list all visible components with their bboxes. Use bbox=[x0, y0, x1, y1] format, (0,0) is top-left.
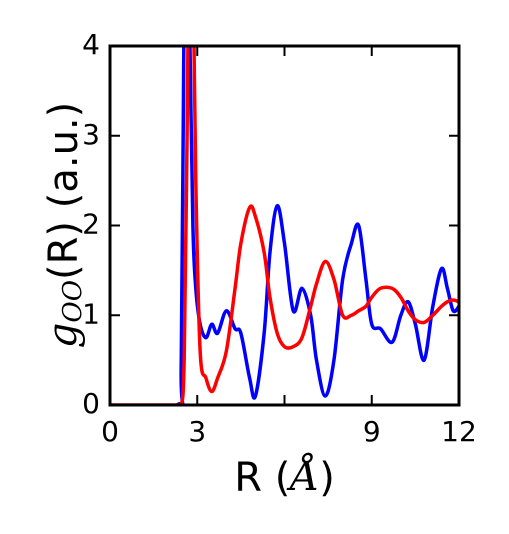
x-tick-label: 12 bbox=[441, 415, 477, 448]
y-axis-label: gOO(R) (a.u.) bbox=[40, 102, 88, 348]
x-tick-label: 3 bbox=[188, 415, 206, 448]
axes-frame bbox=[108, 44, 461, 407]
plot-area bbox=[110, 46, 459, 405]
x-axis-label: R (Å) bbox=[234, 453, 335, 501]
y-tick-label: 0 bbox=[82, 387, 100, 420]
y-tick-label: 2 bbox=[82, 208, 100, 241]
x-tick-label: 0 bbox=[101, 415, 119, 448]
y-tick-label: 1 bbox=[82, 297, 100, 330]
x-tick-label: 9 bbox=[363, 415, 381, 448]
y-tick-label: 3 bbox=[82, 118, 100, 151]
y-tick-label: 4 bbox=[82, 28, 100, 61]
line-series bbox=[110, 46, 459, 405]
